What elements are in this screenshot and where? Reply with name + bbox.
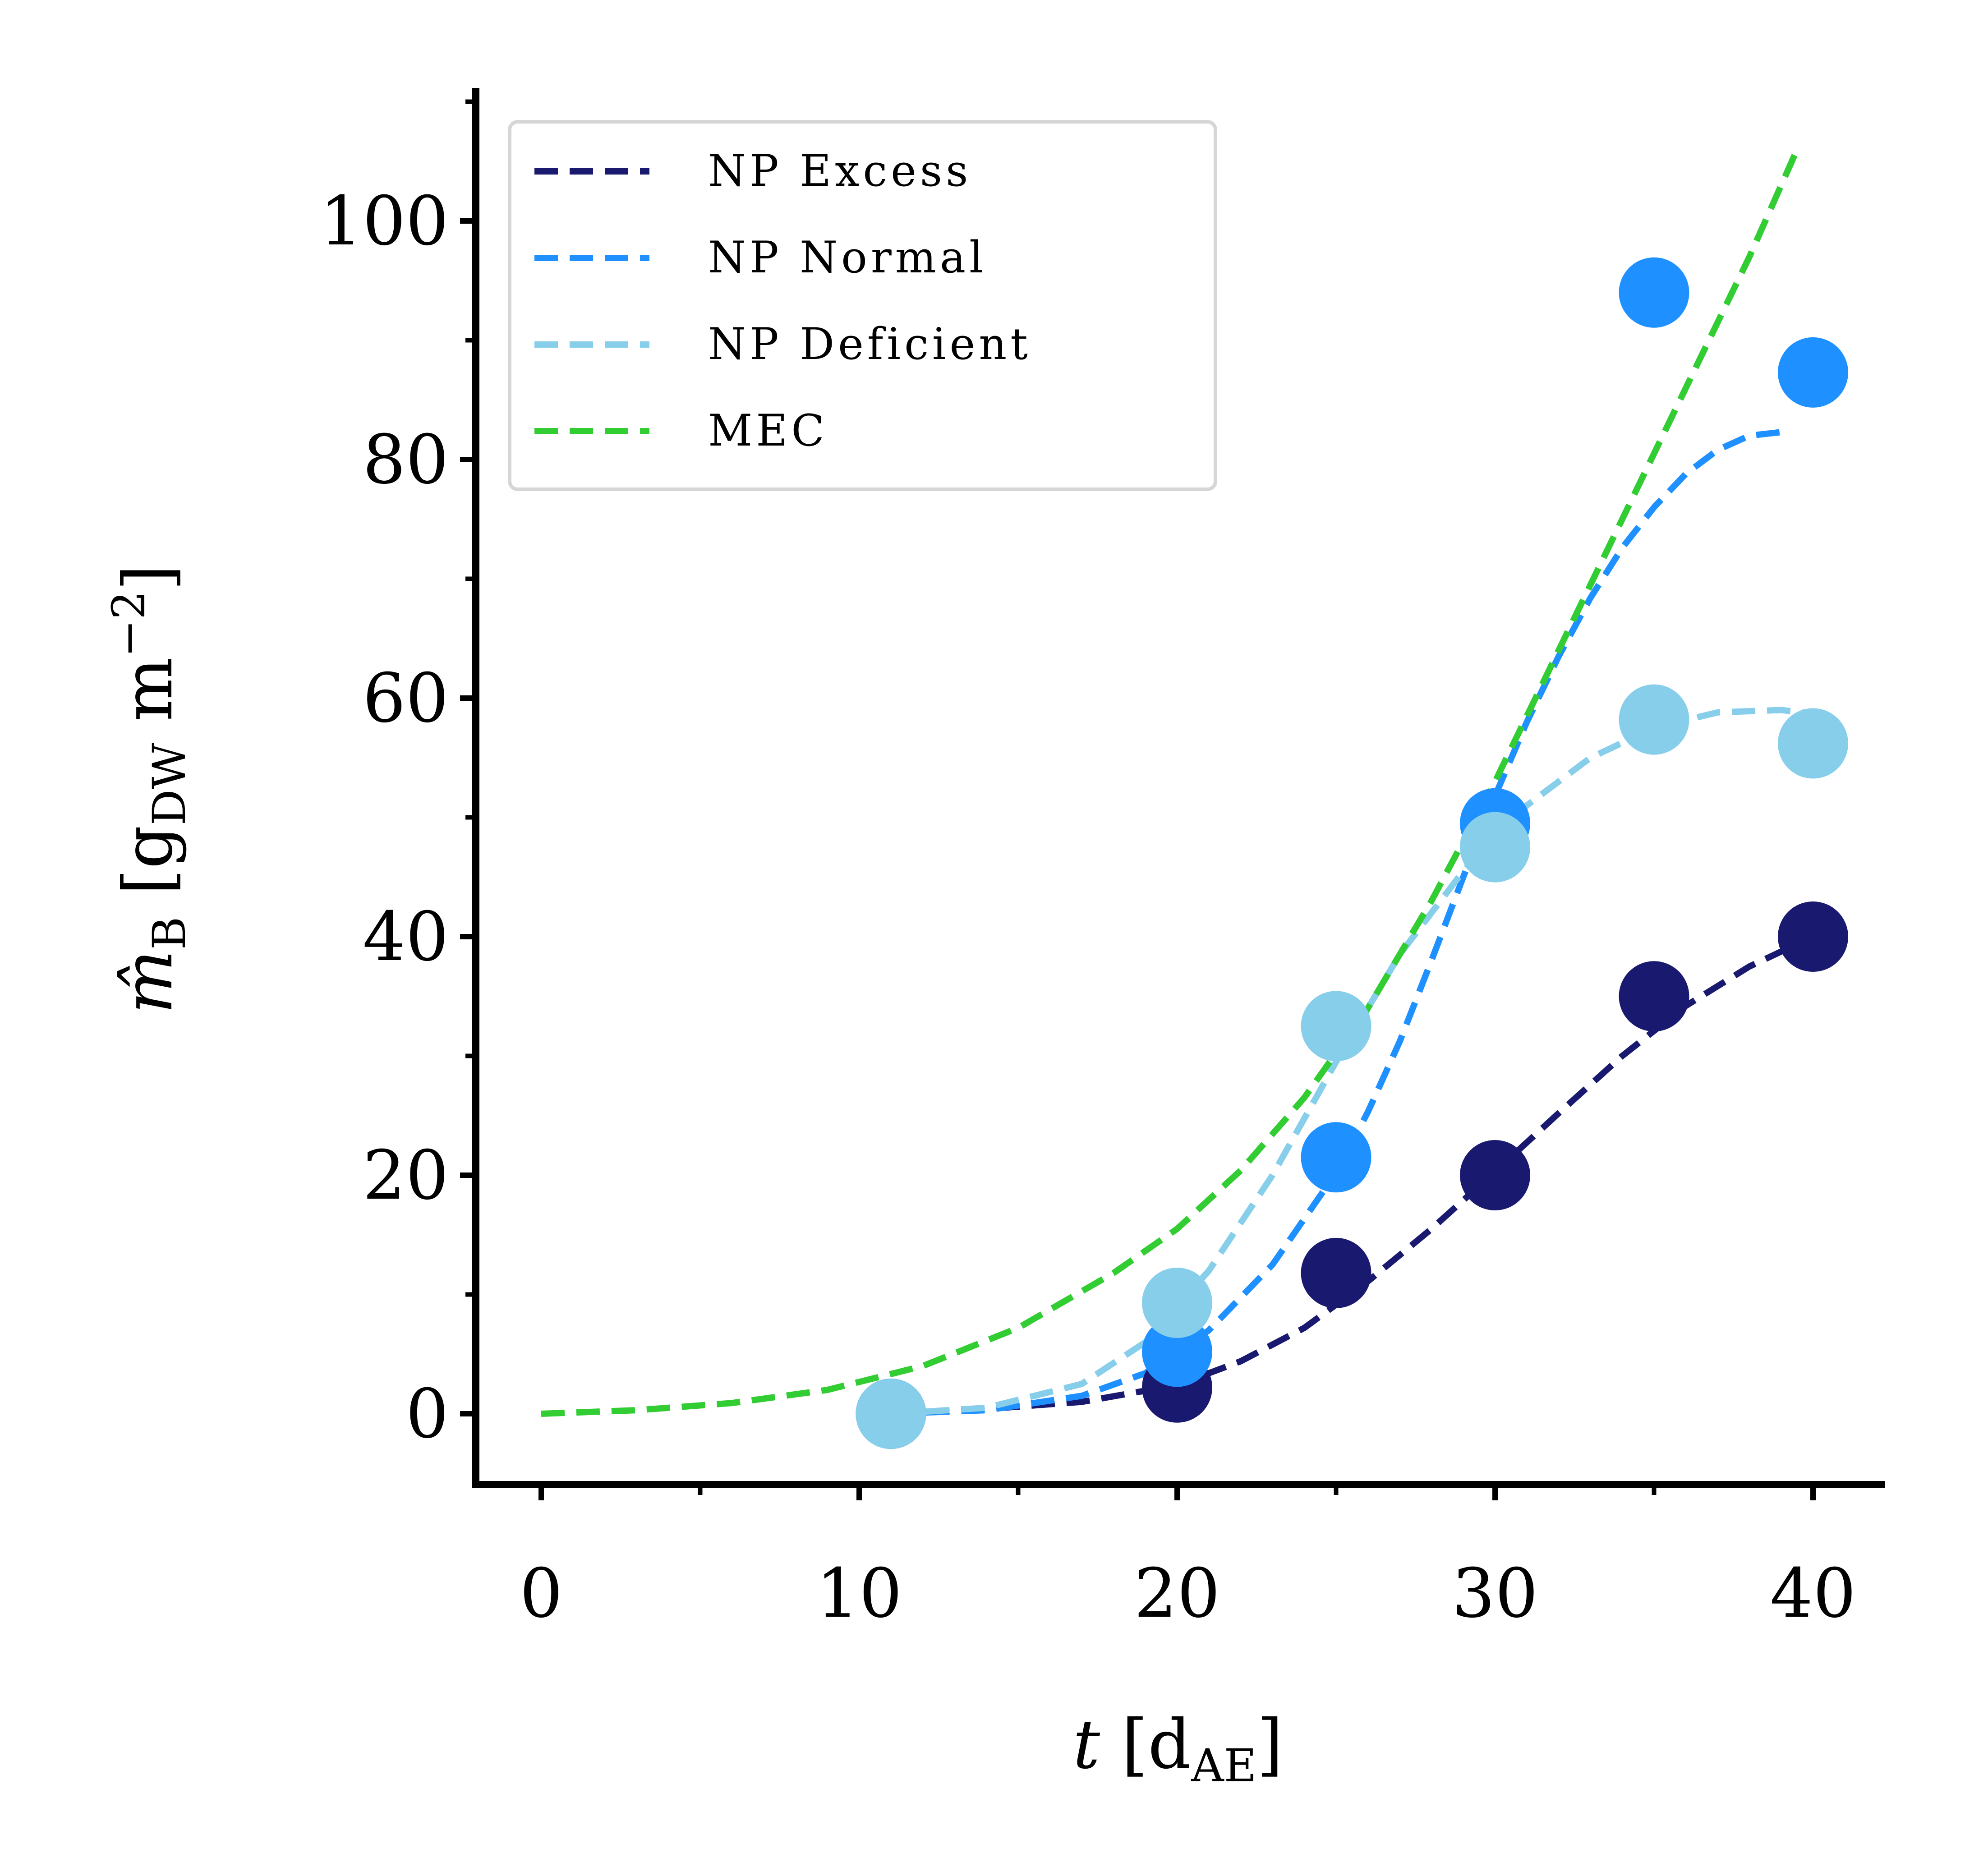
legend-label: NP Excess xyxy=(708,146,971,196)
data-point-np-normal xyxy=(1778,337,1848,408)
x-axis-label-close: ] xyxy=(1257,1706,1284,1784)
data-point-np-deficient xyxy=(1142,1268,1212,1338)
legend-frame xyxy=(508,120,1217,491)
y-axis-label-close: ] xyxy=(109,565,188,591)
y-axis-label-mid: m xyxy=(109,658,188,743)
x-tick-label: 0 xyxy=(520,1554,562,1633)
y-tick-label: 0 xyxy=(406,1375,449,1453)
data-point-np-excess xyxy=(1778,901,1848,972)
data-point-np-deficient xyxy=(1460,812,1530,883)
legend-label: NP Deficient xyxy=(708,319,1031,369)
data-point-np-normal xyxy=(1142,1316,1212,1387)
x-ticks: 0 10 20 30 40 xyxy=(520,1485,1856,1633)
data-point-np-deficient xyxy=(1619,684,1689,755)
y-axis-label: m̂B [gDW m−2] xyxy=(102,565,196,1014)
y-axis-label-var: m̂ xyxy=(109,950,188,1014)
data-point-np-deficient xyxy=(1301,991,1371,1062)
y-tick-label: 20 xyxy=(363,1136,449,1215)
x-tick-label: 30 xyxy=(1452,1554,1538,1633)
x-tick-label: 10 xyxy=(816,1554,902,1633)
data-point-np-excess xyxy=(1301,1237,1371,1308)
y-axis-label-sup: −2 xyxy=(102,591,155,657)
y-tick-label: 60 xyxy=(363,659,449,738)
x-axis-label-open: [d xyxy=(1100,1706,1191,1784)
data-point-np-excess xyxy=(1460,1140,1530,1210)
data-point-np-normal xyxy=(1619,257,1689,328)
legend: NP Excess NP Normal NP Deficient MEC xyxy=(508,120,1217,491)
x-tick-label: 20 xyxy=(1134,1554,1220,1633)
data-point-np-deficient xyxy=(1778,708,1848,779)
fit-line-mec xyxy=(541,148,1800,1417)
x-axis-label-var: t xyxy=(1073,1706,1100,1784)
y-tick-label: 40 xyxy=(363,898,449,976)
fit-line-np-excess xyxy=(891,933,1814,1417)
data-point-np-normal xyxy=(1301,1122,1371,1193)
y-axis-label-open: [g xyxy=(109,825,188,916)
y-axis-label-sub2: DW xyxy=(143,743,196,825)
fit-line-np-deficient xyxy=(891,707,1813,1417)
data-points xyxy=(856,257,1848,1449)
y-tick-label: 80 xyxy=(363,421,449,499)
y-axis-label-sub1: B xyxy=(143,917,196,950)
x-tick-label: 40 xyxy=(1770,1554,1856,1633)
y-ticks: 0 20 40 60 80 100 xyxy=(320,99,476,1453)
legend-label: MEC xyxy=(708,405,828,456)
data-point-np-deficient xyxy=(856,1379,926,1449)
y-tick-label: 100 xyxy=(320,182,449,261)
x-axis-label-sub: AE xyxy=(1191,1739,1256,1792)
legend-label: NP Normal xyxy=(708,232,987,283)
data-point-np-excess xyxy=(1619,961,1689,1032)
x-axis-label: t [dAE] xyxy=(1073,1706,1283,1792)
